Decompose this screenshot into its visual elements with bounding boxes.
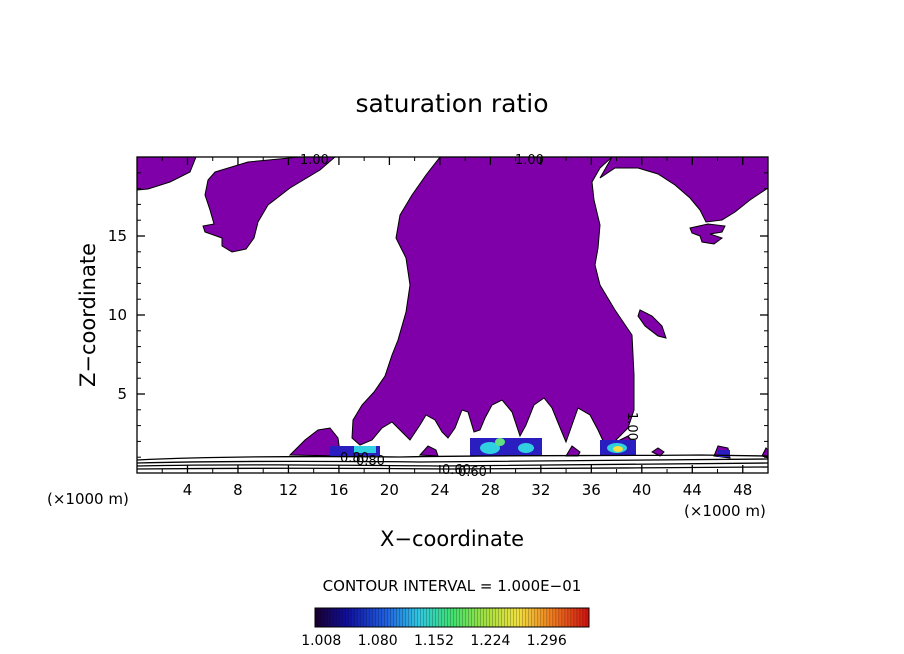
x-axis-ticks: 4 8 12 16 20 24 28 32 36 40 44 48	[161, 157, 752, 499]
contour-labels: 1.00 1.00 1.00 0.80 0.80 0.60 0.60	[300, 153, 639, 480]
x-tick-label-32: 32	[531, 481, 550, 499]
x-tick-label-8: 8	[233, 481, 243, 499]
x-unit-right: (×1000 m)	[684, 502, 766, 520]
x-tick-label-16: 16	[329, 481, 348, 499]
contour-label-4: 0.80	[340, 451, 369, 466]
fill-region-upper-left-lobe	[202, 157, 336, 253]
fill-region-low-small-2	[565, 445, 581, 457]
y-axis-ticks: 5 10 15	[108, 172, 768, 458]
x-unit-left: (×1000 m)	[47, 490, 129, 508]
y-axis-label: Z−coordinate	[76, 243, 100, 387]
hotspot-cyan-2	[480, 442, 500, 454]
supersaturation-fill	[137, 157, 768, 459]
x-tick-label-44: 44	[683, 481, 702, 499]
contour-line-2	[137, 458, 768, 464]
contour-label-3: 1.00	[624, 412, 639, 441]
fill-region-right-blob	[637, 309, 667, 339]
hotspot-yellow-4	[613, 446, 623, 452]
hotspot-base-band-4	[718, 450, 730, 457]
colorbar-label-1: 1.080	[358, 633, 398, 649]
fill-region-low-small-1	[418, 445, 439, 457]
x-tick-label-40: 40	[632, 481, 651, 499]
y-tick-label-10: 10	[108, 306, 127, 324]
chart-title: saturation ratio	[355, 89, 548, 118]
fill-region-top-left	[137, 157, 197, 191]
x-tick-label-28: 28	[481, 481, 500, 499]
contour-label-2: 1.00	[515, 153, 544, 168]
colorbar-stripes	[317, 608, 587, 627]
x-tick-label-24: 24	[430, 481, 449, 499]
hotspot-cyan-1	[354, 446, 376, 453]
fill-region-top-right	[599, 157, 768, 223]
colorbar-label-4: 1.296	[527, 633, 567, 649]
high-saturation-hotspots	[330, 438, 730, 457]
hotspot-green-2	[495, 438, 505, 446]
contour-label-6: 0.60	[442, 463, 471, 478]
x-tick-label-36: 36	[582, 481, 601, 499]
x-tick-label-48: 48	[733, 481, 752, 499]
x-tick-label-4: 4	[183, 481, 193, 499]
contour-label-1: 1.00	[300, 153, 329, 168]
x-axis-label: X−coordinate	[380, 527, 524, 551]
x-tick-label-20: 20	[380, 481, 399, 499]
x-tick-label-12: 12	[279, 481, 298, 499]
y-tick-label-5: 5	[117, 385, 127, 403]
hotspot-cyan-3	[518, 443, 534, 453]
colorbar-label-2: 1.152	[414, 633, 454, 649]
contour-line-4	[137, 466, 768, 470]
contour-interval-text: CONTOUR INTERVAL = 1.000E−01	[323, 577, 582, 595]
fill-region-right-finger	[689, 223, 726, 245]
fill-region-central-column	[351, 157, 635, 447]
contour-label-5: 0.80	[356, 454, 385, 469]
colorbar-labels: 1.008 1.080 1.152 1.224 1.296	[301, 633, 567, 649]
contour-line-1	[137, 454, 768, 461]
colorbar-label-0: 1.008	[301, 633, 341, 649]
colorbar	[314, 607, 590, 628]
y-tick-label-15: 15	[108, 227, 127, 245]
colorbar-label-3: 1.224	[470, 633, 510, 649]
